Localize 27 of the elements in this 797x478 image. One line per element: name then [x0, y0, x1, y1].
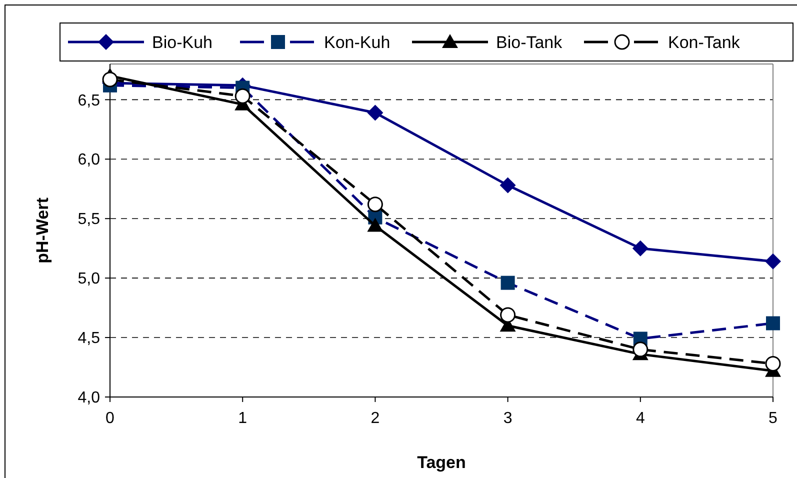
y-tick-label: 5,0 [78, 270, 100, 288]
y-tick-label: 6,0 [78, 152, 100, 169]
x-tick-label: 1 [238, 410, 248, 427]
point [765, 356, 781, 372]
x-tick-label: 4 [636, 410, 645, 427]
legend-label: Bio-Tank [496, 32, 563, 52]
x-axis-title: Tagen [417, 453, 466, 472]
y-tick-label: 5,5 [78, 211, 100, 228]
legend-label: Bio-Kuh [152, 32, 212, 52]
point [632, 240, 648, 256]
point [367, 218, 384, 232]
point [500, 177, 516, 194]
y-tick-label: 4,5 [78, 330, 100, 348]
legend-label: Kon-Kuh [324, 32, 390, 52]
legend-label: Kon-Tank [668, 32, 740, 52]
point [765, 253, 781, 270]
point [367, 104, 384, 121]
x-tick-label: 2 [370, 410, 380, 427]
y-tick-label: 6,5 [78, 92, 100, 110]
x-tick-label: 5 [768, 410, 778, 427]
y-axis-title: pH-Wert [33, 197, 52, 264]
point [234, 88, 250, 104]
x-tick-label: 0 [106, 410, 115, 427]
point [102, 72, 118, 88]
point [632, 342, 648, 358]
x-tick-label: 3 [503, 410, 512, 427]
y-tick-label: 4,0 [78, 390, 100, 407]
